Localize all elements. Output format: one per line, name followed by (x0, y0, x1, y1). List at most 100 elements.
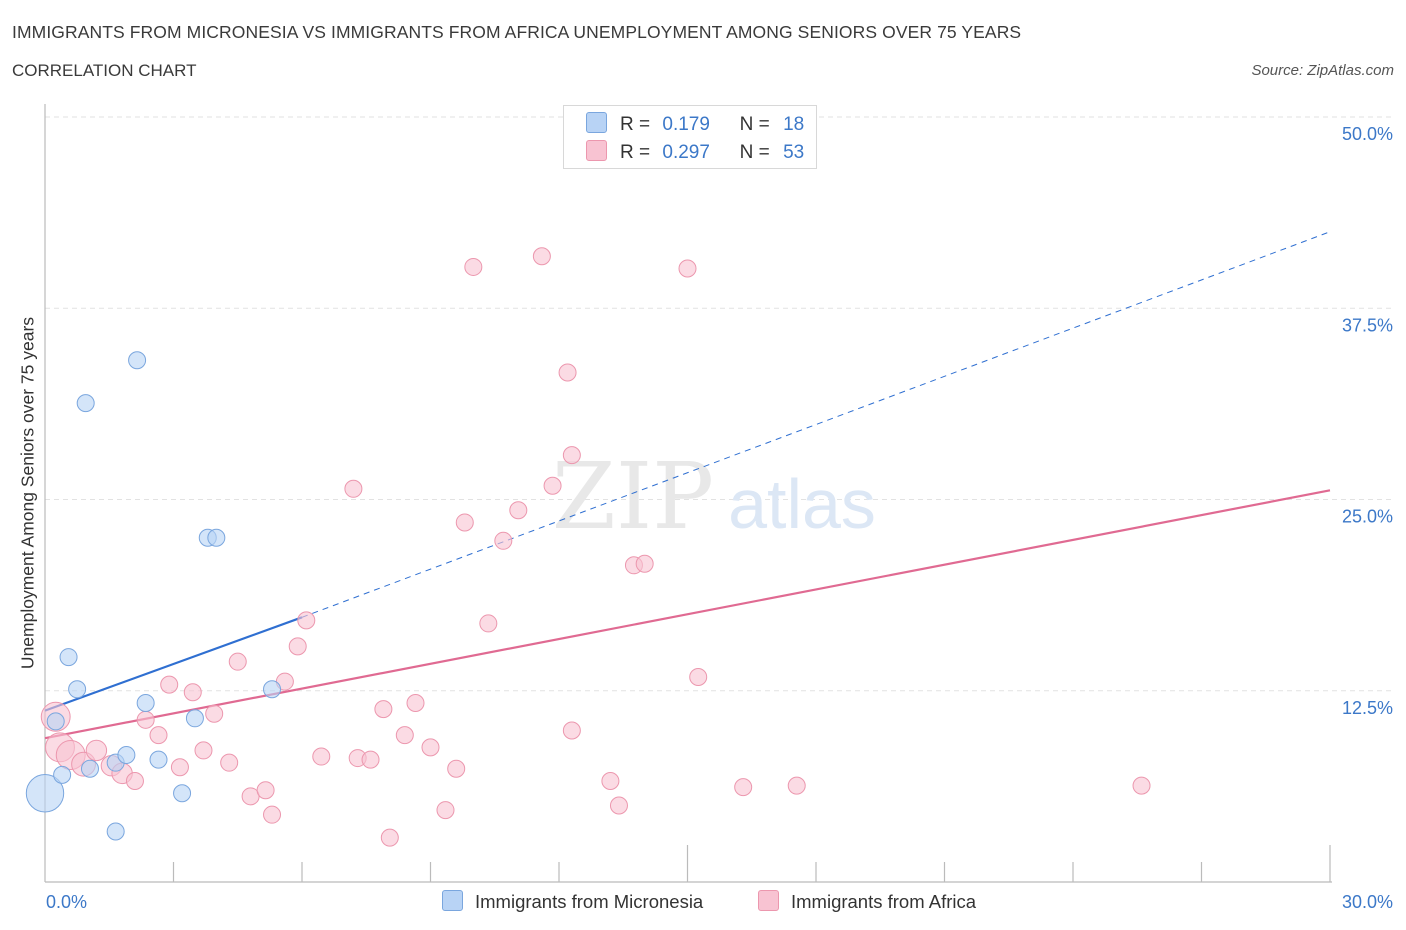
axes (44, 104, 1332, 883)
n-label: N = (739, 142, 770, 163)
africa-point (170, 758, 189, 777)
trend-lines (44, 231, 1331, 740)
africa-point (447, 759, 466, 778)
africa-point (220, 753, 239, 772)
n-label: N = (739, 114, 770, 135)
africa-point (464, 257, 483, 276)
micronesia-point (80, 759, 99, 778)
africa-point (609, 796, 628, 815)
gridlines (45, 116, 1395, 692)
africa-point (380, 828, 399, 847)
y-tick-label: 37.5% (1342, 315, 1393, 335)
africa-point (85, 739, 108, 762)
africa-point (421, 738, 440, 757)
micronesia-point (106, 822, 125, 841)
n-value: 53 (783, 142, 805, 163)
africa-point (149, 726, 168, 745)
micronesia-point (128, 351, 147, 370)
africa-point (183, 683, 202, 702)
r-value: 0.297 (662, 142, 710, 163)
africa-point (160, 675, 179, 694)
y-tick-label: 12.5% (1342, 698, 1393, 718)
micronesia-point (68, 680, 87, 699)
africa-point (562, 721, 581, 740)
africa-point (256, 781, 275, 800)
micronesia-point (25, 774, 65, 813)
chart-title: IMMIGRANTS FROM MICRONESIA VS IMMIGRANTS… (12, 22, 1022, 42)
africa-swatch (586, 140, 607, 161)
micronesia-point (59, 648, 78, 667)
africa-point (194, 741, 213, 760)
micronesia-point (149, 750, 168, 769)
africa-point (136, 710, 155, 729)
legend-label-micronesia: Immigrants from Micronesia (475, 891, 704, 912)
micronesia-point (76, 394, 95, 413)
source-credit: Source: ZipAtlas.com (1251, 62, 1394, 79)
tick-labels: 12.5% 25.0% 37.5% 50.0% 0.0% 30.0% (46, 124, 1393, 912)
africa-point (241, 787, 260, 806)
stats-legend: R = 0.179 N = 18 R = 0.297 N = 53 (563, 105, 817, 169)
legend-row-micronesia: R = 0.179 N = 18 (586, 112, 805, 135)
africa-point (312, 747, 331, 766)
africa-point (344, 479, 363, 498)
africa-points (40, 247, 1151, 847)
africa-point (455, 513, 474, 532)
africa-point (635, 554, 654, 573)
micronesia-point (207, 528, 226, 547)
africa-point (787, 776, 806, 795)
africa-point (532, 247, 551, 266)
y-axis-label: Unemployment Among Seniors over 75 years (17, 316, 38, 670)
africa-point (558, 363, 577, 382)
micronesia-point (173, 784, 192, 803)
africa-point (406, 693, 425, 712)
micronesia-swatch (586, 112, 607, 133)
watermark: ZIP atlas (552, 443, 876, 550)
africa-point (125, 772, 144, 791)
africa-point (601, 772, 620, 791)
micronesia-point (136, 693, 155, 712)
legend-item-micronesia: Immigrants from Micronesia (442, 890, 703, 913)
africa-point (263, 805, 282, 824)
africa-point (374, 700, 393, 719)
watermark-atlas: atlas (728, 465, 876, 543)
y-tick-label: 50.0% (1342, 124, 1393, 144)
micronesia-point (53, 765, 72, 784)
chart-subtitle: CORRELATION CHART (12, 61, 197, 80)
x-tick-label: 0.0% (46, 892, 87, 912)
micronesia-trend-extension (301, 231, 1331, 618)
legend-item-africa: Immigrants from Africa (758, 890, 976, 913)
africa-point (288, 637, 307, 656)
micronesia-point (185, 709, 204, 728)
africa-point (395, 726, 414, 745)
n-value: 18 (783, 114, 805, 135)
africa-point (689, 667, 708, 686)
africa-point (436, 801, 455, 820)
africa-point (205, 704, 224, 723)
africa-point (494, 531, 513, 550)
africa-point (509, 501, 528, 520)
r-label: R = (620, 142, 651, 163)
africa-trend-line (44, 489, 1331, 740)
micronesia-trend-line (44, 616, 303, 712)
africa-swatch (758, 890, 779, 911)
africa-point (479, 614, 498, 633)
micronesia-point (263, 680, 282, 699)
africa-point (297, 611, 316, 630)
africa-point (228, 652, 247, 671)
africa-point (678, 259, 697, 278)
micronesia-swatch (442, 890, 463, 911)
x-tick-label: 30.0% (1342, 892, 1393, 912)
africa-point (562, 446, 581, 465)
africa-point (361, 750, 380, 769)
r-label: R = (620, 114, 651, 135)
y-tick-label: 25.0% (1342, 507, 1393, 527)
r-value: 0.179 (662, 114, 710, 135)
micronesia-points (25, 351, 282, 841)
micronesia-point (117, 746, 136, 765)
africa-point (1132, 776, 1151, 795)
watermark-zip: ZIP (552, 443, 714, 550)
legend-label-africa: Immigrants from Africa (791, 891, 977, 912)
africa-point (543, 476, 562, 495)
africa-point (734, 778, 753, 797)
